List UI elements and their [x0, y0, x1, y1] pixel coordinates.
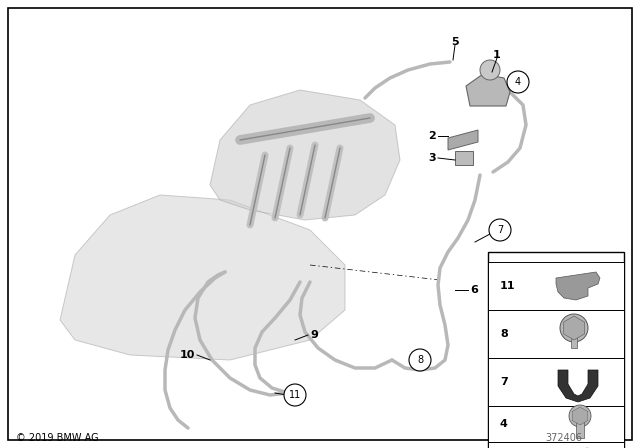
Text: 4: 4 [500, 419, 508, 429]
Text: 3: 3 [428, 153, 436, 163]
Circle shape [489, 219, 511, 241]
Polygon shape [210, 90, 400, 220]
Text: © 2019 BMW AG: © 2019 BMW AG [16, 433, 99, 443]
Polygon shape [572, 407, 588, 425]
Circle shape [507, 71, 529, 93]
Bar [488, 252, 624, 448]
Bar [576, 416, 584, 438]
Polygon shape [60, 195, 345, 360]
Polygon shape [556, 272, 600, 300]
Bar [571, 328, 577, 348]
Text: 11: 11 [500, 281, 515, 291]
Polygon shape [564, 316, 584, 340]
Bar [488, 358, 624, 406]
Text: 9: 9 [310, 330, 318, 340]
Text: 11: 11 [289, 390, 301, 400]
Text: 372406: 372406 [545, 433, 582, 443]
Text: 5: 5 [451, 37, 459, 47]
Text: 8: 8 [417, 355, 423, 365]
Text: 6: 6 [470, 285, 478, 295]
Polygon shape [448, 130, 478, 150]
Bar [455, 151, 473, 165]
Text: 2: 2 [428, 131, 436, 141]
Circle shape [284, 384, 306, 406]
Circle shape [560, 314, 588, 342]
Text: 10: 10 [180, 350, 195, 360]
Polygon shape [466, 74, 510, 106]
Circle shape [409, 349, 431, 371]
Circle shape [480, 60, 500, 80]
Text: 1: 1 [493, 50, 501, 60]
Text: 4: 4 [515, 77, 521, 87]
Polygon shape [558, 370, 598, 402]
Bar [488, 442, 624, 448]
Bar [488, 310, 624, 358]
Circle shape [569, 405, 591, 427]
Text: 7: 7 [497, 225, 503, 235]
Text: 7: 7 [500, 377, 508, 387]
Bar [488, 406, 624, 442]
Bar [488, 262, 624, 310]
Text: 8: 8 [500, 329, 508, 339]
